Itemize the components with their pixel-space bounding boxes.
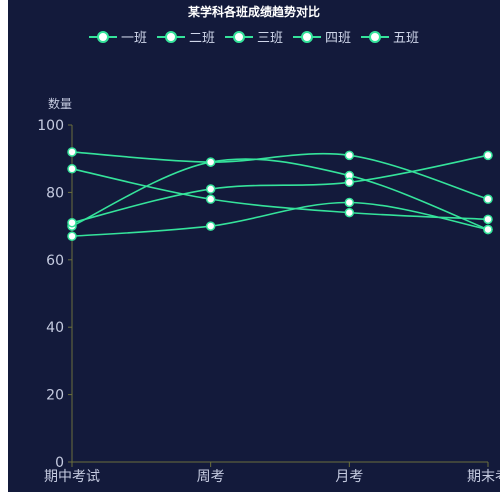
series-line-1 — [71, 151, 489, 200]
data-point-series-3-3[interactable] — [483, 150, 493, 161]
x-tick-label: 期末考 — [467, 469, 500, 485]
y-tick-label: 20 — [46, 388, 64, 404]
legend-item-1[interactable]: 二班 — [156, 27, 215, 46]
legend: 一班 二班 三班 四班 五班 — [8, 27, 500, 46]
series-points — [67, 147, 493, 241]
series-line-3 — [71, 154, 489, 224]
series-line-4 — [71, 168, 489, 221]
axes — [68, 124, 489, 467]
data-point-series-4-1[interactable] — [205, 194, 216, 204]
legend-item-3[interactable]: 四班 — [293, 27, 351, 46]
data-point-series-1-3[interactable] — [483, 194, 493, 204]
data-point-series-3-1[interactable] — [205, 184, 216, 194]
tick-labels: 0 20 40 60 80 100 期中考试 周考 月考 期末考 — [37, 118, 500, 485]
legend-label: 一班 — [120, 31, 147, 46]
data-point-series-2-1[interactable] — [205, 221, 216, 231]
series-line-2 — [71, 201, 489, 238]
data-point-series-3-0[interactable] — [67, 217, 77, 228]
legend-item-0[interactable]: 一班 — [88, 27, 147, 46]
legend-marker-icon — [293, 29, 321, 45]
legend-label: 三班 — [256, 31, 283, 46]
legend-label: 五班 — [393, 31, 420, 46]
y-axis-title: 数量 — [48, 96, 72, 111]
y-tick-label: 0 — [55, 455, 64, 471]
data-point-series-4-3[interactable] — [483, 214, 493, 225]
y-tick-label: 100 — [37, 118, 64, 134]
series-line-0 — [71, 158, 489, 231]
data-point-series-2-2[interactable] — [344, 197, 355, 208]
data-point-series-2-0[interactable] — [67, 231, 77, 241]
legend-marker-icon — [361, 29, 390, 45]
y-tick-label: 80 — [46, 185, 64, 201]
x-tick-label: 周考 — [197, 469, 225, 485]
legend-marker-icon — [88, 29, 117, 45]
legend-label: 四班 — [325, 31, 352, 46]
legend-marker-icon — [156, 29, 185, 45]
data-point-series-3-2[interactable] — [344, 177, 355, 188]
data-point-series-4-2[interactable] — [344, 207, 355, 218]
x-tick-label: 月考 — [335, 469, 363, 485]
data-point-series-2-3[interactable] — [483, 224, 493, 235]
data-point-series-1-1[interactable] — [205, 157, 216, 167]
chart-title: 某学科各班成绩趋势对比 — [187, 5, 320, 19]
legend-item-4[interactable]: 五班 — [361, 27, 419, 46]
y-tick-label: 40 — [46, 320, 64, 336]
series-lines — [71, 151, 489, 238]
legend-item-2[interactable]: 三班 — [224, 27, 283, 46]
x-tick-label: 期中考试 — [44, 469, 100, 485]
legend-marker-icon — [224, 29, 253, 45]
data-point-series-1-2[interactable] — [344, 150, 355, 161]
line-chart: 0 20 40 60 80 100 期中考试 周考 月考 期末考 数量 — [37, 96, 500, 485]
data-point-series-4-0[interactable] — [67, 164, 77, 174]
legend-label: 二班 — [188, 31, 215, 46]
data-point-series-1-0[interactable] — [67, 147, 77, 157]
y-tick-label: 60 — [46, 253, 64, 269]
chart-panel: 某学科各班成绩趋势对比 一班 二班 三班 四班 五班 0 20 40 60 80 100 期… — [8, 0, 500, 492]
